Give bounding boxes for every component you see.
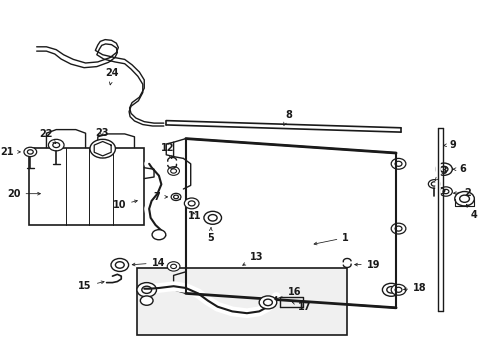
Circle shape [208,215,217,221]
Circle shape [439,187,451,196]
Circle shape [53,143,60,148]
Text: 4: 4 [466,204,476,220]
Circle shape [459,195,468,202]
Circle shape [394,287,401,292]
Circle shape [382,283,399,296]
Text: 15: 15 [78,281,104,291]
Text: 7: 7 [153,192,167,202]
Text: 5: 5 [206,228,213,243]
Text: 14: 14 [132,258,165,268]
Circle shape [48,139,64,151]
Circle shape [140,296,153,305]
Circle shape [386,287,395,293]
Text: 12: 12 [160,143,174,158]
Bar [29,148,144,225]
Circle shape [170,264,176,269]
Text: 6: 6 [452,164,466,174]
Text: 23: 23 [95,127,108,138]
Circle shape [184,198,199,209]
Circle shape [27,150,33,154]
Circle shape [167,167,179,175]
Circle shape [394,226,401,231]
Text: 16: 16 [274,287,301,300]
Circle shape [394,161,401,166]
Text: 8: 8 [283,109,291,125]
Circle shape [167,262,180,271]
Circle shape [439,166,447,172]
Circle shape [390,223,405,234]
Circle shape [170,169,176,173]
Circle shape [435,163,451,175]
Circle shape [263,299,272,306]
Text: 24: 24 [105,68,119,85]
Circle shape [427,180,439,188]
Circle shape [173,195,178,199]
Text: 2: 2 [452,188,470,198]
Text: 20: 20 [7,189,41,199]
Circle shape [171,193,181,201]
Circle shape [188,201,195,206]
Bar [137,268,346,335]
Text: 18: 18 [403,283,426,293]
Circle shape [24,147,37,157]
Text: 13: 13 [242,252,263,265]
Circle shape [137,283,156,297]
Circle shape [90,139,115,158]
Text: 22: 22 [40,129,56,144]
Text: 10: 10 [112,200,137,210]
Polygon shape [185,139,395,308]
Circle shape [259,296,276,309]
Text: 17: 17 [292,302,311,312]
Circle shape [454,192,473,206]
Circle shape [430,182,436,186]
Circle shape [111,258,128,271]
Circle shape [203,211,221,224]
Text: 19: 19 [354,260,380,270]
Circle shape [390,284,405,295]
Circle shape [115,262,124,268]
Text: 3: 3 [434,166,446,180]
Circle shape [442,189,448,194]
Text: 11: 11 [187,211,201,221]
Circle shape [142,286,151,293]
Text: 9: 9 [443,140,456,150]
Text: 1: 1 [313,233,348,245]
Circle shape [390,158,405,169]
Circle shape [152,230,165,240]
Text: 21: 21 [0,147,20,157]
